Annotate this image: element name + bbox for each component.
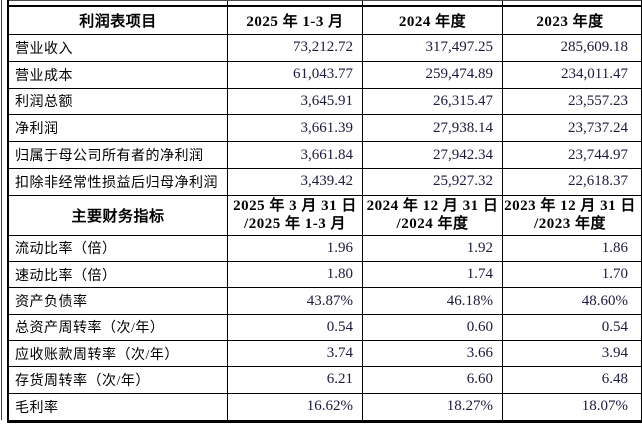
row-value: 285,609.18 [560, 39, 629, 56]
indicator-header-label: 主要财务指标 [9, 195, 228, 235]
table-row: 归属于母公司所有者的净利润 3,661.84 27,942.34 23,744.97 [9, 142, 641, 169]
row-value: 6.21 [228, 367, 363, 393]
row-value: 1.80 [228, 262, 363, 288]
row-value: 23,737.24 [568, 119, 628, 136]
row-label: 速动比率（倍） [9, 262, 228, 288]
table-row: 营业收入 73,212.72 317,497.25 285,609.18 [9, 35, 641, 62]
indicator-header-period-2025: 2025 年 3 月 31 日 /2025 年 1-3 月 [228, 195, 363, 235]
row-label: 存货周转率（次/年） [9, 367, 228, 393]
row-value: 46.18% [363, 288, 503, 314]
income-header-row: 利润表项目 2025 年 1-3 月 2024 年度 2023 年度 [9, 7, 641, 35]
row-value: 3,661.39 [228, 115, 363, 142]
truncated-cell [363, 1, 503, 5]
row-label: 扣除非经常性损益后归母净利润 [9, 168, 228, 195]
period-line2: /2024 年度 [396, 216, 469, 233]
period-line1: 2025 年 3 月 31 日 [233, 198, 357, 215]
row-label: 营业收入 [9, 35, 228, 61]
row-value: 3,661.84 [228, 142, 363, 168]
table-row: 总资产周转率（次/年） 0.54 0.60 0.54 [9, 314, 641, 341]
row-value: 234,011.47 [561, 66, 628, 83]
truncated-cell [9, 1, 228, 5]
period-line2: /2023 年度 [534, 216, 606, 233]
indicator-rows: 流动比率（倍） 1.96 1.92 1.86 速动比率（倍） 1.80 1.74 1.70 资产… [9, 235, 641, 420]
table-row: 存货周转率（次/年） 6.21 6.60 6.48 [9, 367, 641, 394]
table-row: 速动比率（倍） 1.80 1.74 1.70 [9, 262, 641, 289]
row-value: 61,043.77 [228, 61, 363, 88]
row-label: 总资产周转率（次/年） [9, 314, 228, 340]
income-header-period-2025: 2025 年 1-3 月 [228, 7, 363, 34]
row-value: 23,557.23 [568, 92, 628, 109]
row-value: 0.54 [601, 318, 628, 335]
row-value: 259,474.89 [363, 61, 503, 88]
table-row: 资产负债率 43.87% 46.18% 48.60% [9, 288, 641, 315]
row-label: 流动比率（倍） [9, 235, 228, 262]
page-left-edge-line [1, 0, 2, 420]
table-row: 流动比率（倍） 1.96 1.92 1.86 [9, 235, 641, 263]
row-label: 毛利率 [9, 393, 228, 420]
financial-summary-table: 利润表项目 2025 年 1-3 月 2024 年度 2023 年度 营业收入 7… [7, 0, 642, 423]
row-value: 16.62% [228, 393, 363, 420]
income-header-period-2024: 2024 年度 [363, 7, 503, 34]
row-value: 6.48 [601, 371, 628, 388]
period-line1: 2024 年 12 月 31 日 [366, 198, 499, 215]
row-value: 3.74 [228, 340, 363, 367]
income-rows: 营业收入 73,212.72 317,497.25 285,609.18 营业成本 61,… [9, 35, 641, 196]
row-value: 3.66 [363, 340, 503, 367]
row-label: 资产负债率 [9, 288, 228, 314]
row-value: 18.27% [363, 393, 503, 420]
row-value: 43.87% [228, 288, 363, 314]
income-header-period-2023: 2023 年度 [536, 14, 604, 30]
row-value: 48.60% [581, 292, 628, 309]
row-value: 23,744.97 [568, 146, 628, 163]
row-value: 1.92 [363, 235, 503, 262]
indicator-header-row: 主要财务指标 2025 年 3 月 31 日 /2025 年 1-3 月 202… [9, 195, 641, 236]
row-label: 营业成本 [9, 61, 228, 88]
row-value: 0.60 [363, 314, 503, 340]
row-value: 3.94 [601, 345, 628, 362]
period-line2: /2025 年 1-3 月 [244, 216, 346, 233]
row-value: 22,618.37 [568, 173, 628, 190]
row-value: 1.74 [363, 262, 503, 288]
truncated-row-above [9, 0, 641, 7]
row-value: 25,927.32 [363, 168, 503, 195]
period-line1: 2023 年 12 月 31 日 [504, 198, 636, 215]
row-value: 18.07% [581, 398, 628, 415]
row-value: 0.54 [228, 314, 363, 340]
row-value: 317,497.25 [363, 35, 503, 61]
income-header-label: 利润表项目 [9, 7, 228, 34]
row-label: 归属于母公司所有者的净利润 [9, 142, 228, 168]
table-row: 利润总额 3,645.91 26,315.47 23,557.23 [9, 88, 641, 116]
table-row: 毛利率 16.62% 18.27% 18.07% [9, 393, 641, 420]
row-label: 净利润 [9, 115, 228, 142]
row-value: 3,645.91 [228, 88, 363, 115]
table-row: 营业成本 61,043.77 259,474.89 234,011.47 [9, 61, 641, 89]
row-value: 6.60 [363, 367, 503, 393]
row-value: 1.70 [601, 266, 628, 283]
row-label: 利润总额 [9, 88, 228, 115]
indicator-header-period-2023: 2023 年 12 月 31 日 /2023 年度 [503, 196, 637, 235]
row-value: 73,212.72 [228, 35, 363, 61]
row-value: 1.86 [601, 239, 628, 256]
row-value: 27,938.14 [363, 115, 503, 142]
table-row: 净利润 3,661.39 27,938.14 23,737.24 [9, 115, 641, 143]
table-row: 应收账款周转率（次/年） 3.74 3.66 3.94 [9, 340, 641, 368]
row-value: 27,942.34 [363, 142, 503, 168]
row-label: 应收账款周转率（次/年） [9, 340, 228, 367]
table-row: 扣除非经常性损益后归母净利润 3,439.42 25,927.32 22,618.37 [9, 168, 641, 196]
row-value: 3,439.42 [228, 168, 363, 195]
truncated-cell [503, 1, 637, 5]
indicator-header-period-2024: 2024 年 12 月 31 日 /2024 年度 [363, 195, 503, 235]
row-value: 1.96 [228, 235, 363, 262]
row-value: 26,315.47 [363, 88, 503, 115]
truncated-cell [228, 1, 363, 5]
